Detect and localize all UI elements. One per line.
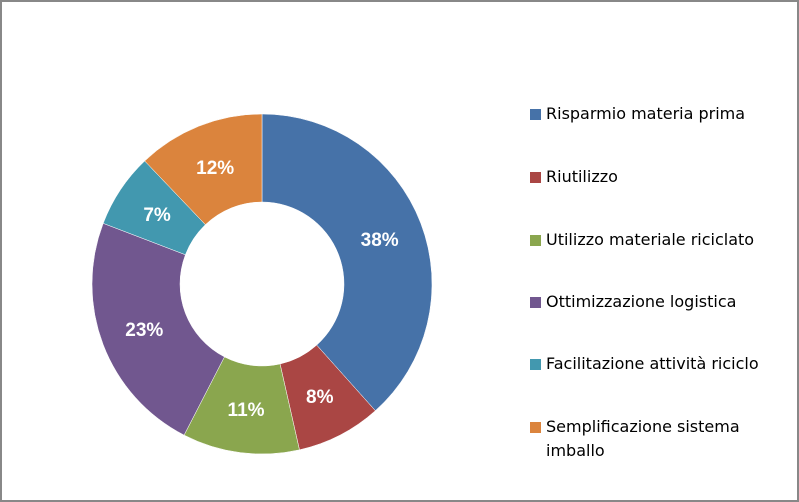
legend-swatch bbox=[530, 359, 541, 370]
legend-label: Ottimizzazione logistica bbox=[546, 292, 737, 311]
legend-label: Risparmio materia prima bbox=[546, 104, 746, 123]
legend-item-semplificazione: Semplificazione sistema imballo bbox=[530, 415, 770, 463]
legend-label: Utilizzo materiale riciclato bbox=[546, 230, 755, 249]
legend-item-risparmio: Risparmio materia prima bbox=[530, 102, 790, 126]
legend-item-facilitazione: Facilitazione attività riciclo bbox=[530, 352, 790, 376]
legend-swatch bbox=[530, 172, 541, 183]
slice-percent-label: 8% bbox=[306, 387, 334, 408]
legend-item-utilizzo: Utilizzo materiale riciclato bbox=[530, 228, 790, 252]
legend-swatch bbox=[530, 297, 541, 308]
legend-swatch bbox=[530, 422, 541, 433]
legend-swatch bbox=[530, 109, 541, 120]
slice-percent-label: 38% bbox=[361, 230, 399, 251]
slice-percent-label: 12% bbox=[196, 158, 234, 179]
slice-percent-label: 7% bbox=[143, 205, 171, 226]
legend-label: Facilitazione attività riciclo bbox=[546, 354, 759, 373]
donut-slice bbox=[91, 223, 225, 436]
slice-percent-label: 11% bbox=[228, 400, 265, 421]
legend-swatch bbox=[530, 235, 541, 246]
legend-label: Riutilizzo bbox=[546, 167, 618, 186]
donut-slice bbox=[144, 113, 263, 226]
legend-item-ottimizzazione: Ottimizzazione logistica bbox=[530, 290, 790, 314]
legend-item-riutilizzo: Riutilizzo bbox=[530, 165, 790, 189]
legend-label: Semplificazione sistema imballo bbox=[546, 417, 740, 460]
slice-percent-label: 23% bbox=[125, 320, 163, 341]
donut-slice bbox=[261, 113, 433, 412]
